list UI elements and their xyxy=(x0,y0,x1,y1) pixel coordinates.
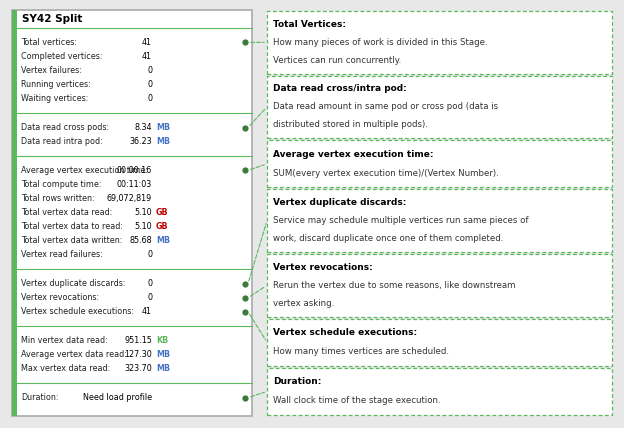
Text: Need load profile: Need load profile xyxy=(83,393,152,402)
Text: GB: GB xyxy=(156,222,168,231)
Text: MB: MB xyxy=(156,236,170,245)
Text: Running vertices:: Running vertices: xyxy=(21,80,90,89)
Text: 41: 41 xyxy=(142,52,152,61)
Text: Total vertices:: Total vertices: xyxy=(21,38,77,47)
Text: Vertex schedule executions:: Vertex schedule executions: xyxy=(273,328,417,337)
Text: 36.23: 36.23 xyxy=(129,137,152,146)
Text: work, discard duplicate once one of them completed.: work, discard duplicate once one of them… xyxy=(273,234,504,243)
Text: Max vertex data read:: Max vertex data read: xyxy=(21,364,110,373)
Text: 0: 0 xyxy=(147,279,152,288)
Text: SUM(every vertex execution time)/(Vertex Number).: SUM(every vertex execution time)/(Vertex… xyxy=(273,169,499,178)
Text: GB: GB xyxy=(156,208,168,217)
FancyBboxPatch shape xyxy=(267,190,612,252)
FancyBboxPatch shape xyxy=(267,254,612,317)
Text: vertex asking.: vertex asking. xyxy=(273,299,334,308)
Text: Total compute time:: Total compute time: xyxy=(21,180,102,189)
Text: MB: MB xyxy=(156,350,170,359)
Text: 00:11:03: 00:11:03 xyxy=(117,180,152,189)
Text: Total vertex data read:: Total vertex data read: xyxy=(21,208,112,217)
Text: Wall clock time of the stage execution.: Wall clock time of the stage execution. xyxy=(273,396,441,405)
Text: 0: 0 xyxy=(147,293,152,302)
Text: How many times vertices are scheduled.: How many times vertices are scheduled. xyxy=(273,347,449,356)
Text: 0: 0 xyxy=(147,66,152,75)
Text: Total rows written:: Total rows written: xyxy=(21,194,95,203)
Text: Waiting vertices:: Waiting vertices: xyxy=(21,94,89,103)
Text: Data read intra pod:: Data read intra pod: xyxy=(21,137,103,146)
Text: How many pieces of work is divided in this Stage.: How many pieces of work is divided in th… xyxy=(273,38,487,47)
Text: Data read cross/intra pod:: Data read cross/intra pod: xyxy=(273,84,407,93)
Text: Duration:: Duration: xyxy=(21,393,59,402)
Text: MB: MB xyxy=(156,364,170,373)
Text: MB: MB xyxy=(156,123,170,132)
Text: distributed stored in multiple pods).: distributed stored in multiple pods). xyxy=(273,120,428,129)
Text: 41: 41 xyxy=(142,38,152,47)
Text: Total vertex data to read:: Total vertex data to read: xyxy=(21,222,123,231)
Text: Vertex revocations:: Vertex revocations: xyxy=(273,263,373,272)
Text: 69,072,819: 69,072,819 xyxy=(107,194,152,203)
FancyBboxPatch shape xyxy=(267,318,612,366)
Text: Service may schedule multiple vertices run same pieces of: Service may schedule multiple vertices r… xyxy=(273,216,529,225)
Text: 8.34: 8.34 xyxy=(135,123,152,132)
FancyBboxPatch shape xyxy=(12,10,252,416)
Text: Data read amount in same pod or cross pod (data is: Data read amount in same pod or cross po… xyxy=(273,102,498,111)
Text: 0: 0 xyxy=(147,250,152,259)
Text: 5.10: 5.10 xyxy=(134,208,152,217)
Text: 323.70: 323.70 xyxy=(124,364,152,373)
Text: 85.68: 85.68 xyxy=(129,236,152,245)
Text: Vertex schedule executions:: Vertex schedule executions: xyxy=(21,307,134,316)
Text: Rerun the vertex due to some reasons, like downstream: Rerun the vertex due to some reasons, li… xyxy=(273,281,515,290)
Text: 5.10: 5.10 xyxy=(134,222,152,231)
Text: Vertex duplicate discards:: Vertex duplicate discards: xyxy=(273,198,406,207)
Bar xyxy=(12,10,17,416)
Text: SY42 Split: SY42 Split xyxy=(22,14,82,24)
Text: 00:00:16: 00:00:16 xyxy=(117,166,152,175)
Text: Vertex read failures:: Vertex read failures: xyxy=(21,250,103,259)
Text: Average vertex execution time:: Average vertex execution time: xyxy=(273,150,434,159)
Text: Total Vertices:: Total Vertices: xyxy=(273,20,346,29)
Text: Vertex failures:: Vertex failures: xyxy=(21,66,82,75)
Text: Duration:: Duration: xyxy=(273,377,321,386)
Text: Vertex duplicate discards:: Vertex duplicate discards: xyxy=(21,279,125,288)
Text: Vertex revocations:: Vertex revocations: xyxy=(21,293,99,302)
Text: Vertices can run concurrently.: Vertices can run concurrently. xyxy=(273,56,401,65)
Text: Average vertex execution time:: Average vertex execution time: xyxy=(21,166,148,175)
FancyBboxPatch shape xyxy=(267,368,612,415)
Text: KB: KB xyxy=(156,336,168,345)
Text: Total vertex data written:: Total vertex data written: xyxy=(21,236,122,245)
Text: 127.30: 127.30 xyxy=(124,350,152,359)
Text: Average vertex data read:: Average vertex data read: xyxy=(21,350,127,359)
Text: 41: 41 xyxy=(142,307,152,316)
FancyBboxPatch shape xyxy=(267,11,612,74)
Text: Min vertex data read:: Min vertex data read: xyxy=(21,336,108,345)
Text: Data read cross pods:: Data read cross pods: xyxy=(21,123,109,132)
FancyBboxPatch shape xyxy=(267,140,612,187)
Text: 0: 0 xyxy=(147,94,152,103)
Text: MB: MB xyxy=(156,137,170,146)
Text: Completed vertices:: Completed vertices: xyxy=(21,52,102,61)
Text: 0: 0 xyxy=(147,80,152,89)
FancyBboxPatch shape xyxy=(267,76,612,138)
Text: 951.15: 951.15 xyxy=(124,336,152,345)
